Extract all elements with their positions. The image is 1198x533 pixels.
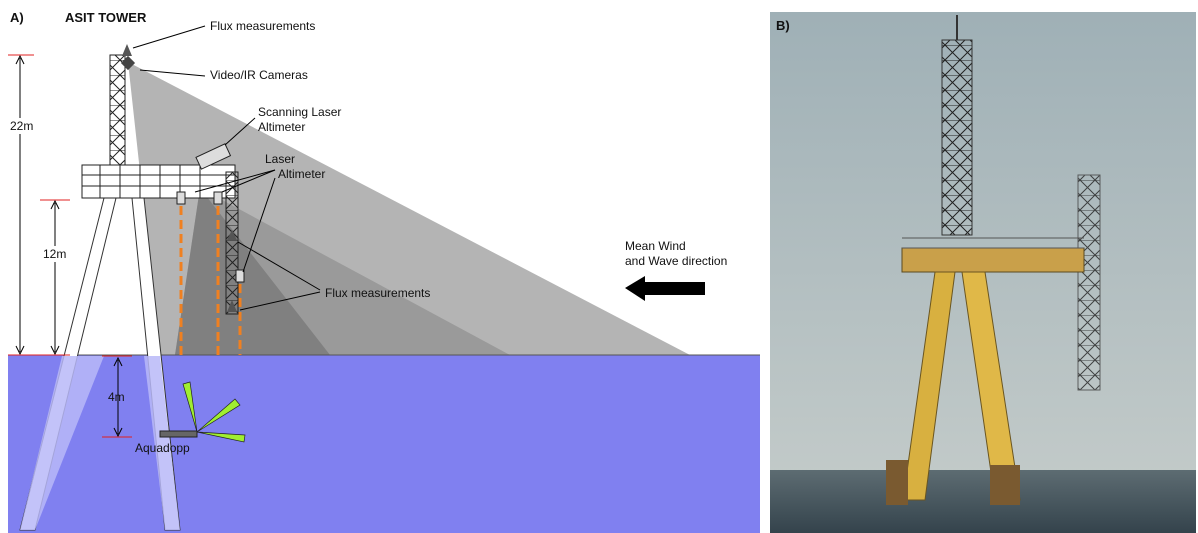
sensor-tower bbox=[225, 171, 239, 315]
flux-sensor bbox=[122, 44, 132, 56]
wind-arrow bbox=[625, 276, 705, 301]
annotation: Laser Altimeter bbox=[265, 152, 325, 181]
dim-label: 12m bbox=[43, 247, 66, 261]
annotation: Video/IR Cameras bbox=[210, 68, 308, 82]
photo-leg bbox=[902, 271, 956, 501]
panel-title: ASIT TOWER bbox=[65, 10, 147, 25]
photo-mast bbox=[941, 39, 973, 236]
photo-platform bbox=[901, 247, 1085, 273]
annotation: Mean Wind and Wave direction bbox=[625, 239, 727, 268]
panel-a: 22m 12m 4m Aquadopp Flux measurements Vi… bbox=[8, 10, 760, 533]
laser-sensor bbox=[235, 269, 245, 283]
annotation: Aquadopp bbox=[135, 441, 190, 455]
laser-sensor bbox=[176, 191, 186, 205]
photo-sea bbox=[770, 470, 1196, 533]
sea bbox=[8, 355, 760, 533]
photo-sensor-tower bbox=[1077, 174, 1101, 391]
scanning-laser bbox=[195, 143, 232, 170]
annotation: Flux measurements bbox=[325, 286, 430, 300]
panel-label: A) bbox=[10, 10, 24, 25]
dim-label: 22m bbox=[10, 119, 33, 133]
annotation: Flux measurements bbox=[210, 19, 315, 33]
laser-sensor bbox=[213, 191, 223, 205]
annotation: Scanning Laser Altimeter bbox=[258, 105, 341, 134]
laser-view-inner bbox=[175, 188, 330, 355]
panel-label: B) bbox=[776, 18, 790, 33]
panel-b: B) bbox=[770, 12, 1196, 533]
aquadopp bbox=[159, 430, 198, 438]
leg-underwater bbox=[144, 356, 180, 530]
platform bbox=[81, 164, 236, 199]
dim-label: 4m bbox=[108, 390, 125, 404]
leg-underwater bbox=[20, 356, 104, 530]
